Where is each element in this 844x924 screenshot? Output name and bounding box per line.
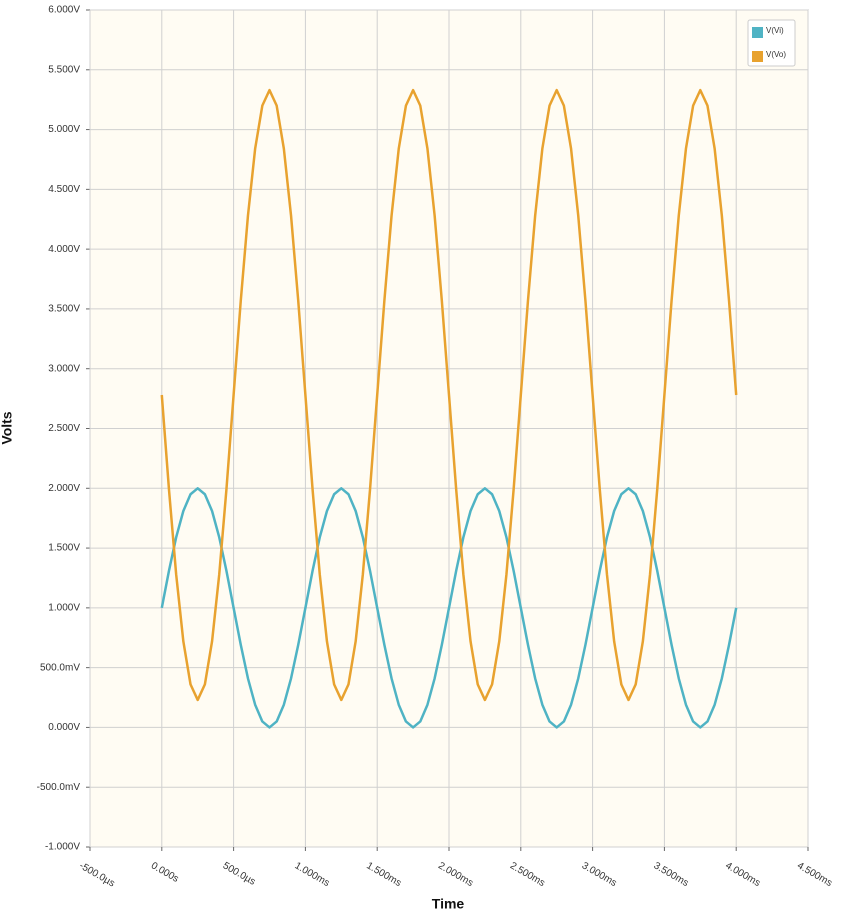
series-line bbox=[160, 487, 738, 729]
y-tick-label: 3.000V bbox=[48, 363, 80, 374]
y-tick-label: 1.500V bbox=[48, 543, 80, 554]
x-tick-label: 2.500ms bbox=[508, 860, 547, 889]
y-tick-label: 0.000V bbox=[48, 722, 80, 733]
legend-label: V(Vi) bbox=[766, 26, 784, 35]
legend-label: V(Vo) bbox=[766, 50, 786, 59]
x-axis-title: Time bbox=[432, 896, 465, 912]
y-axis-title: Volts bbox=[0, 411, 15, 444]
y-tick-label: -1.000V bbox=[45, 842, 80, 853]
y-tick-label: 1.000V bbox=[48, 602, 80, 613]
y-tick-label: 2.000V bbox=[48, 483, 80, 494]
x-tick-label: 1.000ms bbox=[293, 860, 332, 889]
x-tick-label: 3.000ms bbox=[580, 860, 619, 889]
x-tick-label: 0.000s bbox=[149, 860, 181, 885]
y-tick-label: -500.0mV bbox=[37, 782, 81, 793]
legend-swatch bbox=[752, 51, 763, 62]
y-tick-label: 4.500V bbox=[48, 184, 80, 195]
x-tick-label: 2.000ms bbox=[436, 860, 475, 889]
x-tick-label: 4.000ms bbox=[723, 860, 762, 889]
y-tick-label: 3.500V bbox=[48, 304, 80, 315]
y-tick-label: 6.000V bbox=[48, 5, 80, 16]
y-tick-label: 2.500V bbox=[48, 423, 80, 434]
x-tick-label: 4.500ms bbox=[795, 860, 834, 889]
y-tick-label: 5.500V bbox=[48, 64, 80, 75]
x-tick-label: 1.500ms bbox=[364, 860, 403, 889]
x-tick-label: -500.0µs bbox=[77, 860, 116, 889]
series-line bbox=[160, 88, 738, 702]
y-tick-label: 5.000V bbox=[48, 124, 80, 135]
y-tick-label: 4.000V bbox=[48, 244, 80, 255]
x-tick-label: 500.0µs bbox=[221, 860, 258, 887]
x-tick-label: 3.500ms bbox=[652, 860, 691, 889]
y-tick-label: 500.0mV bbox=[40, 662, 80, 673]
legend-swatch bbox=[752, 27, 763, 38]
